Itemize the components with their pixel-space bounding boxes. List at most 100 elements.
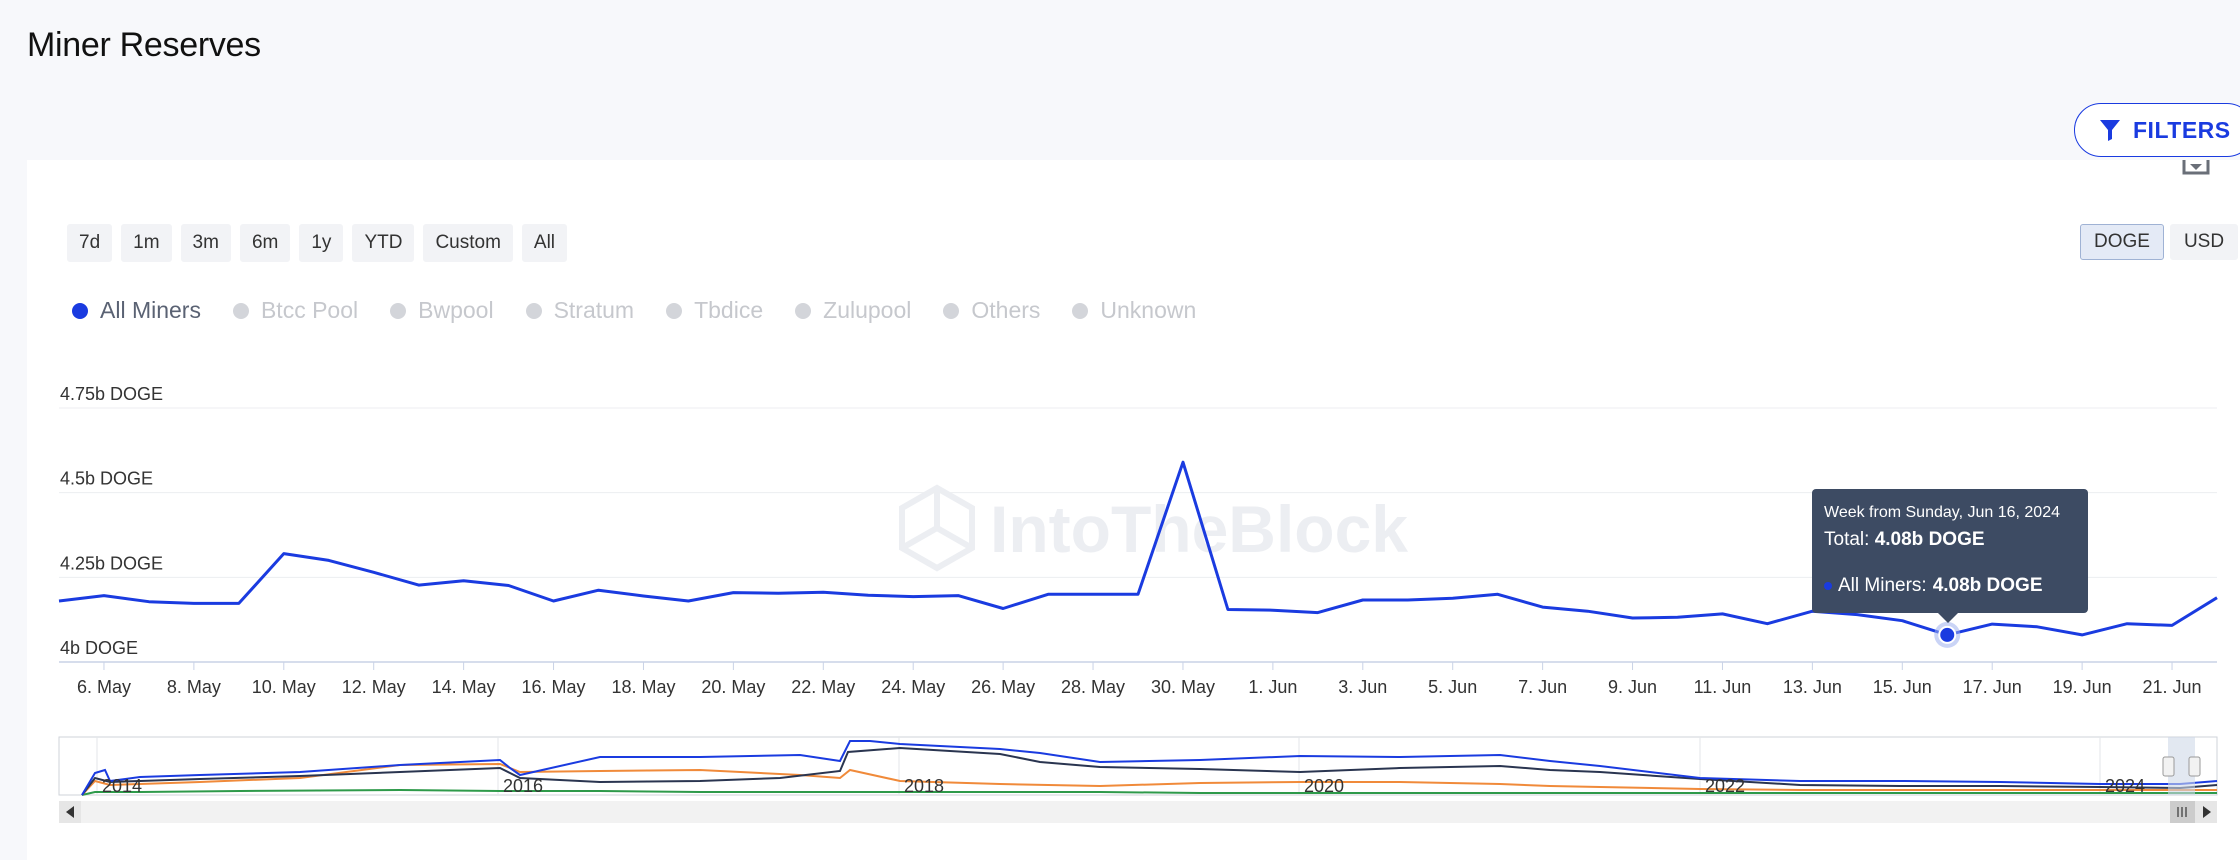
legend-label: Unknown bbox=[1100, 297, 1197, 323]
legend-item-all-miners[interactable]: All Miners bbox=[72, 297, 201, 324]
navigator-series-blue bbox=[81, 740, 2218, 796]
legend-dot bbox=[390, 302, 407, 319]
navigator-year-label: 2024 bbox=[2105, 776, 2145, 796]
legend-label: Tbdice bbox=[694, 297, 764, 323]
page-title: Miner Reserves bbox=[27, 26, 261, 64]
navigator[interactable]: 2014 2016 2018 2020 2022 2024 bbox=[58, 736, 2218, 796]
y-tick-label: 4.75b DOGE bbox=[60, 384, 163, 404]
highlight-point[interactable] bbox=[1938, 625, 1957, 644]
x-tick-label: 21. Jun bbox=[2143, 677, 2202, 697]
grip-icon bbox=[2177, 807, 2187, 817]
legend-item-tbdice[interactable]: Tbdice bbox=[666, 297, 763, 324]
y-axis-labels: 4b DOGE 4.25b DOGE 4.5b DOGE 4.75b DOGE bbox=[60, 384, 163, 658]
x-tick-label: 5. Jun bbox=[1428, 677, 1477, 697]
download-icon[interactable] bbox=[2182, 158, 2210, 176]
x-tick-label: 30. May bbox=[1151, 677, 1215, 697]
navigator-handle-right[interactable] bbox=[2188, 756, 2201, 777]
x-tick-label: 17. Jun bbox=[1963, 677, 2022, 697]
series-lines bbox=[58, 460, 2218, 637]
x-tick-label: 16. May bbox=[522, 677, 586, 697]
legend-dot bbox=[943, 302, 960, 319]
range-button-1m[interactable]: 1m bbox=[121, 224, 172, 262]
x-tick-label: 22. May bbox=[791, 677, 855, 697]
legend-label: Zulupool bbox=[823, 297, 912, 323]
legend-dot bbox=[666, 302, 683, 319]
x-tick-label: 3. Jun bbox=[1338, 677, 1387, 697]
navigator-grid bbox=[96, 737, 2101, 795]
navigator-year-label: 2020 bbox=[1304, 776, 1344, 796]
filters-label: FILTERS bbox=[2133, 116, 2231, 143]
y-tick-label: 4b DOGE bbox=[60, 638, 138, 658]
highlight-marker bbox=[1934, 621, 1961, 648]
unit-button-doge[interactable]: DOGE bbox=[2080, 224, 2164, 260]
filter-icon bbox=[2100, 120, 2120, 141]
x-tick-label: 8. May bbox=[167, 677, 221, 697]
x-tick-label: 26. May bbox=[971, 677, 1035, 697]
tooltip-arrow bbox=[1938, 613, 1958, 623]
range-button-custom[interactable]: Custom bbox=[423, 224, 513, 262]
navigator-handle-left[interactable] bbox=[2162, 756, 2175, 777]
legend-label: All Miners bbox=[100, 297, 201, 323]
legend-label: Btcc Pool bbox=[260, 297, 359, 323]
filters-button[interactable]: FILTERS bbox=[2074, 103, 2240, 157]
legend-dot bbox=[795, 302, 812, 319]
intotheblock-logo-icon bbox=[899, 484, 975, 572]
series-line-all-miners bbox=[58, 460, 2218, 637]
y-tick-label: 4.5b DOGE bbox=[60, 469, 153, 489]
legend-dot bbox=[232, 302, 249, 319]
navigator-year-label: 2018 bbox=[904, 776, 944, 796]
legend-item-unknown[interactable]: Unknown bbox=[1072, 297, 1196, 324]
x-tick-label: 18. May bbox=[611, 677, 675, 697]
navigator-year-label: 2016 bbox=[503, 776, 543, 796]
x-axis-labels: 6. May 8. May 10. May 12. May 14. May 16. May… bbox=[77, 662, 2202, 697]
x-tick-label: 10. May bbox=[252, 677, 316, 697]
x-tick-label: 20. May bbox=[701, 677, 765, 697]
unit-button-usd[interactable]: USD bbox=[2169, 224, 2239, 260]
watermark: IntoTheBlock bbox=[899, 484, 1408, 572]
chevron-right-icon bbox=[2203, 806, 2211, 818]
x-tick-label: 1. Jun bbox=[1248, 677, 1297, 697]
legend-item-bwpool[interactable]: Bwpool bbox=[390, 297, 494, 324]
x-tick-label: 14. May bbox=[432, 677, 496, 697]
navigator-year-label: 2014 bbox=[102, 776, 142, 796]
range-button-all[interactable]: All bbox=[521, 224, 568, 262]
legend-item-zulupool[interactable]: Zulupool bbox=[795, 297, 911, 324]
x-tick-label: 12. May bbox=[342, 677, 406, 697]
range-button-ytd[interactable]: YTD bbox=[352, 224, 415, 262]
tooltip-total-value: 4.08b DOGE bbox=[1874, 529, 1985, 550]
navigator-year-label: 2022 bbox=[1705, 776, 1745, 796]
tooltip-series-value: 4.08b DOGE bbox=[1932, 575, 2043, 596]
tooltip-total-label: Total: bbox=[1824, 529, 1870, 550]
chart-tooltip: Week from Sunday, Jun 16, 2024 Total: 4.… bbox=[1812, 489, 2088, 613]
x-tick-label: 28. May bbox=[1061, 677, 1125, 697]
range-button-7d[interactable]: 7d bbox=[67, 224, 113, 262]
legend-dot bbox=[525, 302, 542, 319]
scrollbar-track[interactable] bbox=[59, 801, 2217, 823]
tooltip-header: Week from Sunday, Jun 16, 2024 bbox=[1824, 504, 2060, 521]
x-tick-label: 15. Jun bbox=[1873, 677, 1932, 697]
x-tick-label: 24. May bbox=[881, 677, 945, 697]
scrollbar[interactable] bbox=[59, 801, 2217, 823]
legend-item-stratum[interactable]: Stratum bbox=[525, 297, 634, 324]
x-tick-label: 19. Jun bbox=[2053, 677, 2112, 697]
legend-dot bbox=[1072, 302, 1089, 319]
tooltip-series: All Miners: 4.08b DOGE bbox=[1824, 575, 2076, 597]
chevron-left-icon bbox=[66, 806, 74, 818]
y-tick-label: 4.25b DOGE bbox=[60, 553, 163, 573]
legend-label: Bwpool bbox=[418, 297, 494, 323]
legend-item-btcc-pool[interactable]: Btcc Pool bbox=[232, 297, 359, 324]
legend-label: Others bbox=[971, 297, 1041, 323]
time-range-selector: 7d 1m 3m 6m 1y YTD Custom All bbox=[67, 224, 568, 262]
range-button-6m[interactable]: 6m bbox=[239, 224, 291, 262]
navigator-series-green bbox=[81, 788, 2217, 796]
navigator-frame bbox=[58, 736, 2218, 796]
legend-item-others[interactable]: Others bbox=[943, 297, 1040, 324]
tooltip-series-label: All Miners: bbox=[1838, 575, 1927, 596]
unit-selector: DOGE USD bbox=[2080, 224, 2239, 260]
navigator-series-orange bbox=[81, 762, 2217, 796]
navigator-series-dark bbox=[81, 746, 2218, 796]
range-button-1y[interactable]: 1y bbox=[299, 224, 344, 262]
range-button-3m[interactable]: 3m bbox=[180, 224, 231, 262]
navigator-year-labels: 2014 2016 2018 2020 2022 2024 bbox=[102, 776, 2145, 796]
